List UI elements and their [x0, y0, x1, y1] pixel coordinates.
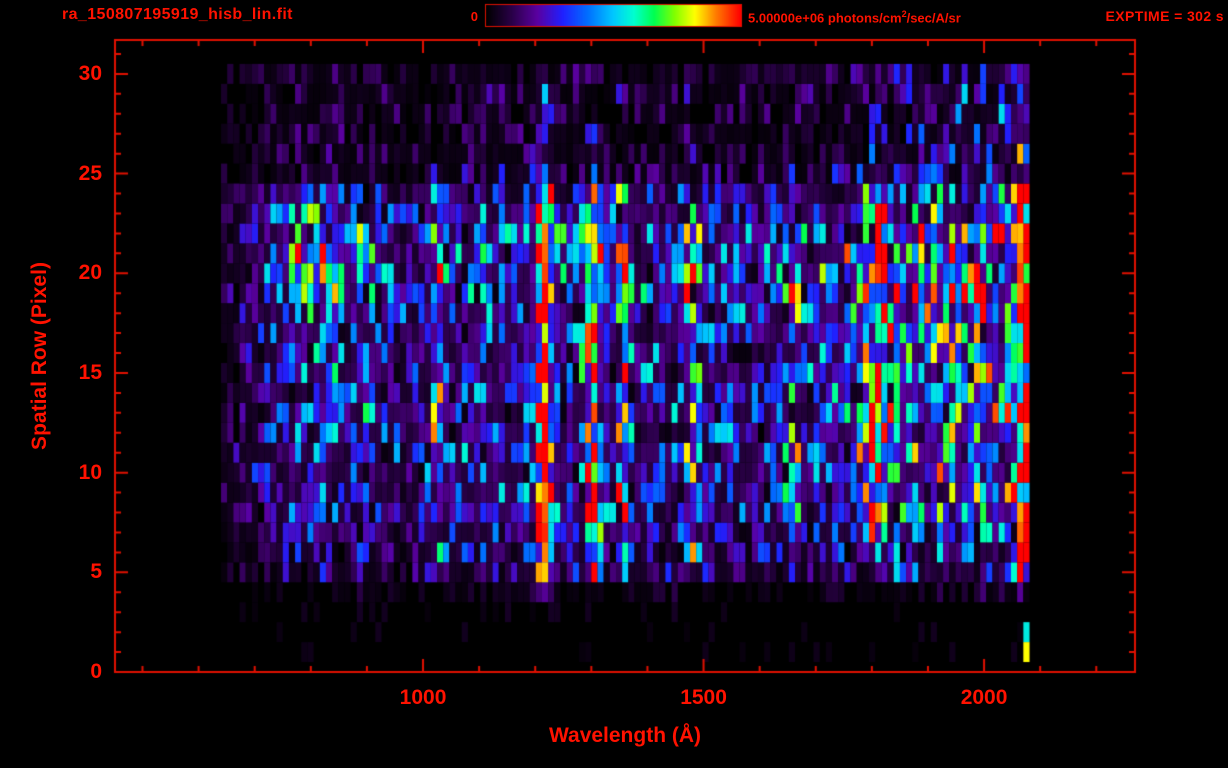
- y-tick-label: 10: [78, 460, 102, 484]
- y-tick-label: 25: [78, 161, 102, 185]
- colorbar-max-value: 5.00000e+06: [748, 10, 825, 26]
- colorbar-min-label: 0: [470, 9, 478, 24]
- y-tick-label: 30: [78, 61, 102, 85]
- y-tick-label: 15: [78, 360, 102, 384]
- x-axis-title: Wavelength (Å): [548, 724, 702, 747]
- x-tick-label: 1000: [399, 686, 447, 709]
- y-tick-label: 0: [90, 660, 102, 683]
- x-tick-label: 2000: [960, 686, 1008, 709]
- y-axis-title: Spatial Row (Pixel): [28, 262, 51, 450]
- colorbar-max-label: 5.00000e+06 photons/cm2/sec/A/sr: [748, 9, 961, 25]
- colorbar-units-pre: photons/cm: [824, 10, 902, 26]
- x-tick-label: 1500: [680, 686, 727, 709]
- exptime-label: EXPTIME = 302 s: [1105, 8, 1224, 24]
- y-tick-label: 20: [78, 261, 102, 285]
- y-tick-label: 5: [90, 560, 102, 584]
- filename-label: ra_150807195919_hisb_lin.fit: [62, 6, 293, 23]
- colorbar-units-post: /sec/A/sr: [906, 10, 961, 26]
- colorbar-units-superscript: 2: [901, 9, 907, 19]
